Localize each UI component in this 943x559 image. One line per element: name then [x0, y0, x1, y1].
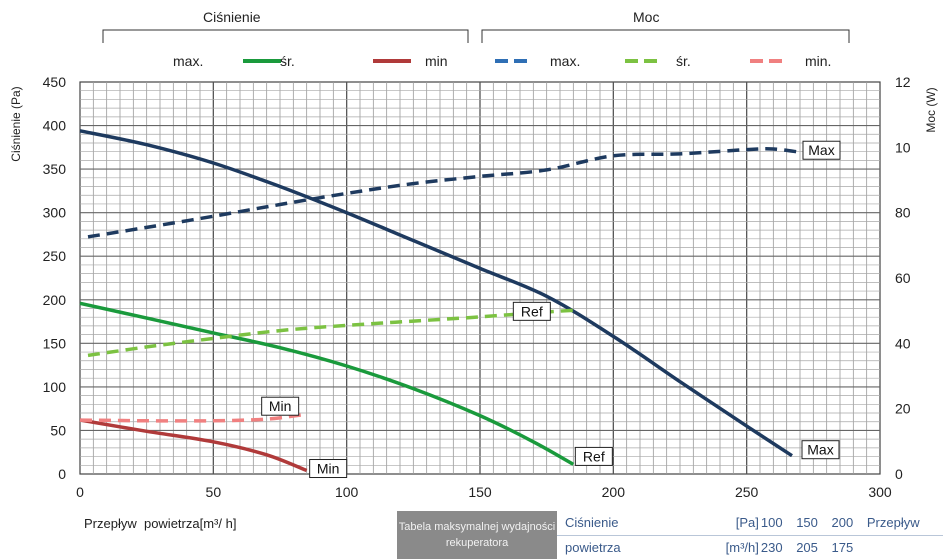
- y-left-tick-label: 250: [43, 248, 67, 264]
- table-cell: Ciśnienie: [557, 511, 645, 536]
- group-bracket: [102, 29, 469, 43]
- y-right-axis-label: Moc (W): [924, 87, 938, 132]
- y-left-tick-label: 400: [43, 118, 67, 134]
- annotation-box: [261, 396, 300, 416]
- annotation-label: Min: [317, 461, 340, 477]
- annotation-box: [512, 301, 551, 321]
- annotation-label: Ref: [583, 448, 605, 464]
- table-cell: [m³/h]: [725, 539, 759, 555]
- grid: [79, 81, 881, 475]
- annotation-box: [574, 446, 613, 466]
- chart: Ciśnienie Moc max. śr. min max. śr. min. 0 50 10…: [9, 9, 938, 500]
- table-cell: 150: [794, 511, 830, 536]
- x-tick-label: 200: [602, 484, 626, 500]
- annotations: Max Max Ref Ref Min Min: [261, 140, 841, 479]
- table-title: Tabela maksymalnej wydajności rekuperato…: [397, 511, 557, 559]
- legend-label: min: [425, 53, 448, 69]
- legend-label: śr.: [676, 53, 691, 69]
- table-cell: Przepływ: [864, 511, 943, 536]
- y-right-tick-label: 12: [895, 74, 911, 90]
- annotation-box: [801, 440, 840, 460]
- table-cell: 205: [796, 539, 818, 555]
- x-tick-label: 250: [735, 484, 759, 500]
- group-label: Moc: [633, 9, 659, 25]
- capacity-table: Ciśnienie [Pa] 100 150 200 Przepływ powi…: [557, 511, 943, 559]
- annotation-box: [309, 459, 348, 479]
- y-right-tick-label: 40: [895, 335, 911, 351]
- series-line-pressure-śr: [79, 301, 575, 466]
- table-cell: 100: [758, 511, 795, 536]
- table-cell: powietrza: [565, 539, 621, 555]
- annotation-label: Max: [807, 442, 833, 458]
- table-cell: 230: [760, 539, 783, 555]
- table-row: powietrza [m³/h] 230 205 175: [557, 535, 943, 559]
- legend-label: max.: [550, 53, 580, 69]
- x-tick-label: 50: [206, 484, 222, 500]
- x-axis-label: Przepływ powietrza[m³/ h]: [84, 516, 237, 531]
- table-row: Ciśnienie [Pa] 100 150 200 Przepływ: [557, 511, 943, 536]
- y-right-tick-label: 0: [895, 466, 903, 482]
- y-left-tick-label: 300: [43, 205, 67, 221]
- x-tick-label: 100: [335, 484, 359, 500]
- legend-label: min.: [805, 53, 831, 69]
- y-left-tick-label: 350: [43, 161, 67, 177]
- annotation-label: Min: [269, 398, 292, 414]
- series-line-power-min: [79, 412, 307, 423]
- group-brackets: Ciśnienie Moc: [102, 9, 850, 43]
- table-cell: 175: [831, 539, 854, 555]
- y-left-tick-label: 450: [43, 74, 67, 90]
- tick-labels: 0 50 100 150 200 250 3000501001502002503003504…: [43, 74, 911, 500]
- y-left-tick-label: 200: [43, 292, 67, 308]
- x-tick-label: 150: [468, 484, 492, 500]
- series-line-pressure-min: [79, 418, 308, 473]
- y-left-tick-label: 0: [58, 466, 66, 482]
- table-cell: 200: [829, 511, 865, 536]
- legend: max. śr. min max. śr. min.: [173, 53, 831, 69]
- annotation-label: Ref: [521, 303, 543, 319]
- x-tick-label: 0: [76, 484, 84, 500]
- y-right-tick-label: 60: [895, 270, 911, 286]
- y-right-tick-label: 80: [895, 205, 911, 221]
- group-label: Ciśnienie: [203, 9, 261, 25]
- y-right-tick-label: 10: [895, 139, 911, 155]
- group-bracket: [481, 29, 850, 43]
- table-cell: [865, 535, 943, 559]
- series-line-pressure-max: [79, 129, 793, 458]
- x-tick-label: 300: [868, 484, 892, 500]
- y-left-tick-label: 50: [50, 422, 66, 438]
- y-left-tick-label: 150: [43, 335, 67, 351]
- y-right-tick-label: 20: [895, 401, 911, 417]
- table-cell: [Pa]: [644, 511, 759, 536]
- annotation-label: Max: [808, 142, 834, 158]
- y-left-axis-label: Ciśnienie (Pa): [9, 86, 23, 161]
- annotation-box: [802, 140, 841, 160]
- legend-label: śr.: [280, 53, 295, 69]
- y-left-tick-label: 100: [43, 379, 67, 395]
- legend-label: max.: [173, 53, 203, 69]
